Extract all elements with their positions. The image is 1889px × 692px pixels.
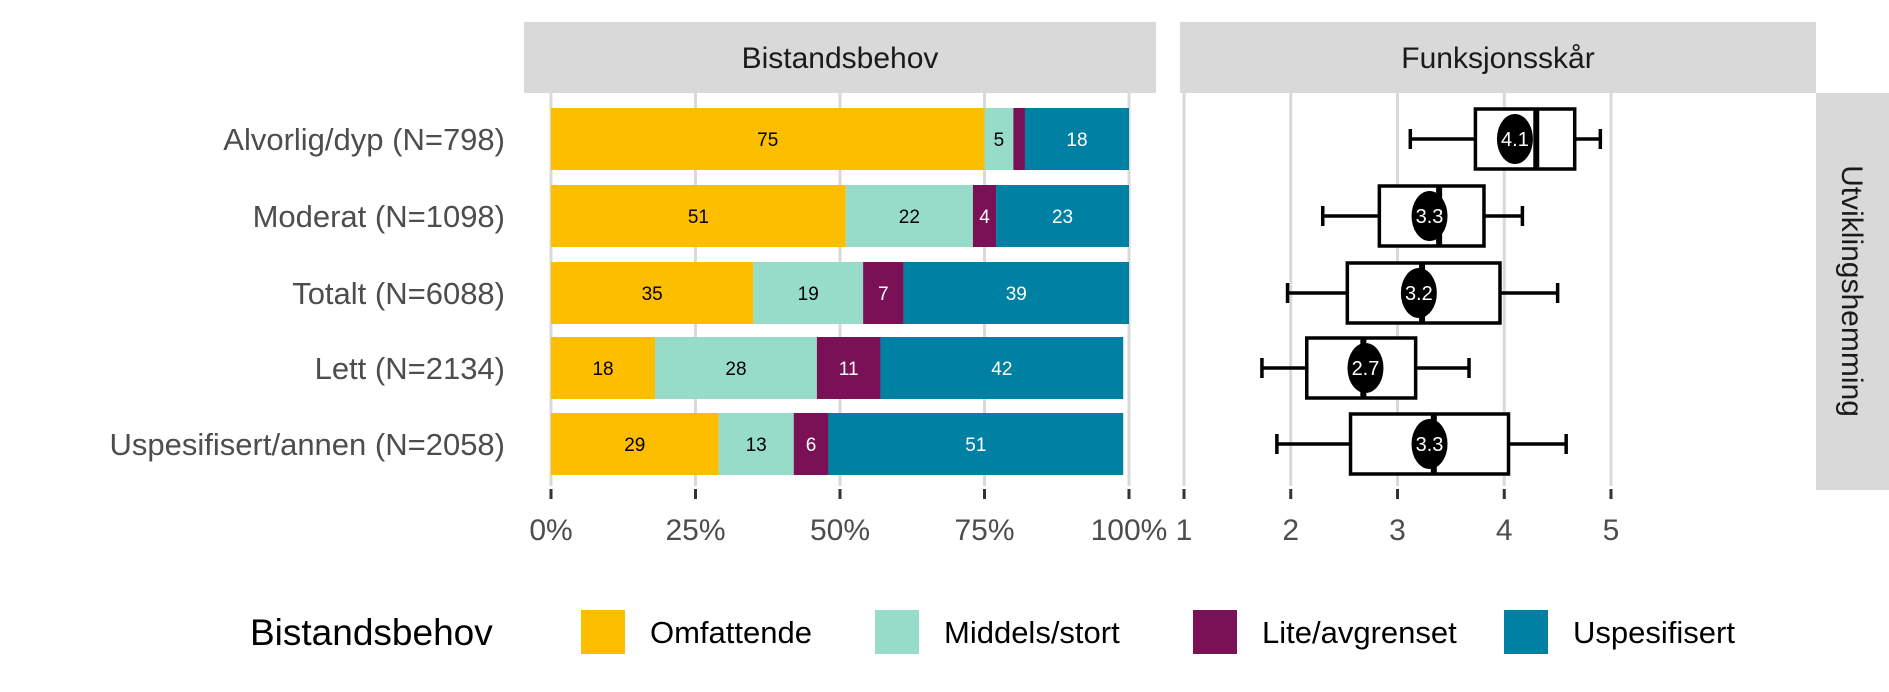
mean-label: 3.3: [1416, 434, 1444, 456]
x-tick-label: 5: [1603, 514, 1620, 547]
x-tick-label: 0%: [529, 514, 572, 547]
bar-segment: [880, 337, 1124, 399]
data-label: 4: [979, 207, 990, 228]
y-tick-label: Alvorlig/dyp (N=798): [223, 122, 505, 157]
x-tick-label: 1: [1176, 514, 1193, 547]
facet-strip-box: [1180, 22, 1816, 93]
y-tick-label: Lett (N=2134): [315, 351, 505, 386]
mean-marker: [1411, 191, 1448, 241]
mean-label: 2.7: [1352, 358, 1380, 380]
x-tick-label: 100%: [1091, 514, 1168, 547]
bar-segment: [753, 262, 864, 324]
legend-title: Bistandsbehov: [250, 612, 493, 653]
mean-marker: [1400, 268, 1437, 318]
x-tick-label: 50%: [810, 514, 870, 547]
row-strip: [1816, 93, 1889, 490]
facet-title: Funksjonsskår: [1401, 42, 1594, 75]
facet-title: Bistandsbehov: [742, 42, 939, 75]
bar-segment: [793, 413, 829, 475]
bar-segment: [718, 413, 794, 475]
legend-item: Uspesifisert: [1573, 615, 1735, 650]
bar-segment: [551, 413, 719, 475]
data-label: 13: [746, 435, 767, 456]
mean-marker: [1347, 343, 1384, 393]
data-label: 39: [1006, 284, 1027, 305]
data-label: 35: [642, 284, 663, 305]
legend-item: Lite/avgrenset: [1262, 615, 1457, 650]
data-label: 75: [757, 130, 778, 151]
data-label: 23: [1052, 207, 1073, 228]
data-label: 5: [994, 130, 1005, 151]
data-label: 42: [991, 359, 1012, 380]
bar-segment: [1024, 108, 1129, 170]
bar-segment: [828, 413, 1124, 475]
data-label: 18: [592, 359, 613, 380]
x-tick-label: 75%: [954, 514, 1014, 547]
data-label: 28: [725, 359, 746, 380]
legend-item: Middels/stort: [944, 615, 1120, 650]
x-tick-label: 2: [1282, 514, 1299, 547]
bar-segment: [863, 262, 904, 324]
bar-segment: [1013, 108, 1025, 170]
data-label: 19: [798, 284, 819, 305]
legend-swatch: [875, 610, 919, 654]
bar-segment: [551, 185, 846, 247]
bar-segment: [903, 262, 1129, 324]
data-label: 51: [688, 207, 709, 228]
mean-label: 4.1: [1501, 129, 1529, 151]
data-label: 51: [965, 435, 986, 456]
bar-segment: [996, 185, 1129, 247]
bar-segment: [972, 185, 997, 247]
bar-segment: [655, 337, 817, 399]
legend-swatch: [581, 610, 625, 654]
data-label: 22: [899, 207, 920, 228]
data-label: 11: [839, 359, 859, 380]
x-tick-label: 25%: [665, 514, 725, 547]
mean-label: 3.2: [1405, 283, 1433, 305]
data-label: 7: [878, 284, 889, 305]
bar-segment: [551, 262, 754, 324]
legend-item: Omfattende: [650, 615, 812, 650]
bar-segment: [551, 337, 656, 399]
row-strip-label: Utviklingshemming: [1835, 165, 1868, 417]
y-tick-label: Uspesifisert/annen (N=2058): [110, 427, 505, 462]
bar-segment: [984, 108, 1014, 170]
legend-swatch: [1504, 610, 1548, 654]
y-tick-label: Moderat (N=1098): [253, 199, 505, 234]
data-label: 18: [1066, 130, 1087, 151]
data-label: 29: [624, 435, 645, 456]
bar-segment: [845, 185, 973, 247]
mean-label: 3.3: [1416, 206, 1444, 228]
y-tick-label: Totalt (N=6088): [292, 276, 505, 311]
x-tick-label: 4: [1496, 514, 1513, 547]
data-label: 6: [806, 435, 817, 456]
bar-segment: [551, 108, 985, 170]
facet-strip-bar: [524, 22, 1156, 93]
bar-segment: [816, 337, 881, 399]
mean-marker: [1496, 114, 1533, 164]
x-tick-label: 3: [1389, 514, 1406, 547]
mean-marker: [1411, 419, 1448, 469]
legend-swatch: [1193, 610, 1237, 654]
